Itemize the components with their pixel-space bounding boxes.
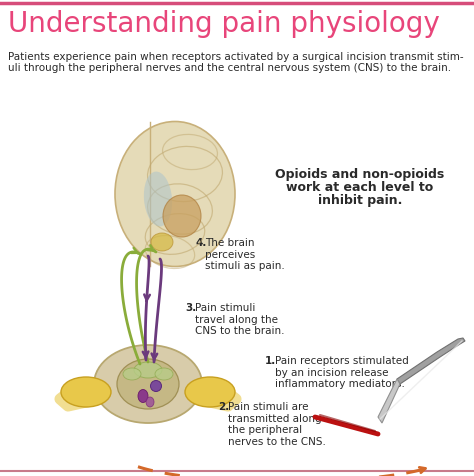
Circle shape <box>151 381 162 392</box>
Ellipse shape <box>146 397 154 407</box>
Text: 2.: 2. <box>218 401 229 411</box>
Text: Understanding pain physiology: Understanding pain physiology <box>8 10 440 38</box>
Ellipse shape <box>144 172 172 227</box>
Text: inhibit pain.: inhibit pain. <box>318 194 402 207</box>
Ellipse shape <box>115 122 235 267</box>
Polygon shape <box>397 338 465 384</box>
Ellipse shape <box>134 362 162 378</box>
Text: Opioids and non-opioids: Opioids and non-opioids <box>275 168 445 180</box>
Text: Pain receptors stimulated
by an incision release
inflammatory mediators.: Pain receptors stimulated by an incision… <box>275 355 409 388</box>
Ellipse shape <box>123 368 141 380</box>
Text: Pain stimuli
travel along the
CNS to the brain.: Pain stimuli travel along the CNS to the… <box>195 302 284 336</box>
Ellipse shape <box>94 345 202 423</box>
Ellipse shape <box>138 390 148 403</box>
Text: uli through the peripheral nerves and the central nervous system (CNS) to the br: uli through the peripheral nerves and th… <box>8 63 451 73</box>
Text: Pain stimuli are
transmitted along
the peripheral
nerves to the CNS.: Pain stimuli are transmitted along the p… <box>228 401 326 446</box>
Text: 4.: 4. <box>195 238 206 248</box>
Ellipse shape <box>163 196 201 238</box>
Text: Patients experience pain when receptors activated by a surgical incision transmi: Patients experience pain when receptors … <box>8 52 464 62</box>
Ellipse shape <box>155 368 173 380</box>
Ellipse shape <box>61 377 111 407</box>
Text: 3.: 3. <box>185 302 196 312</box>
Text: 1.: 1. <box>265 355 276 365</box>
Ellipse shape <box>151 234 173 251</box>
Text: The brain
perceives
stimuli as pain.: The brain perceives stimuli as pain. <box>205 238 285 271</box>
Text: work at each level to: work at each level to <box>286 180 434 194</box>
Polygon shape <box>378 379 400 423</box>
Ellipse shape <box>117 359 179 409</box>
Ellipse shape <box>185 377 235 407</box>
